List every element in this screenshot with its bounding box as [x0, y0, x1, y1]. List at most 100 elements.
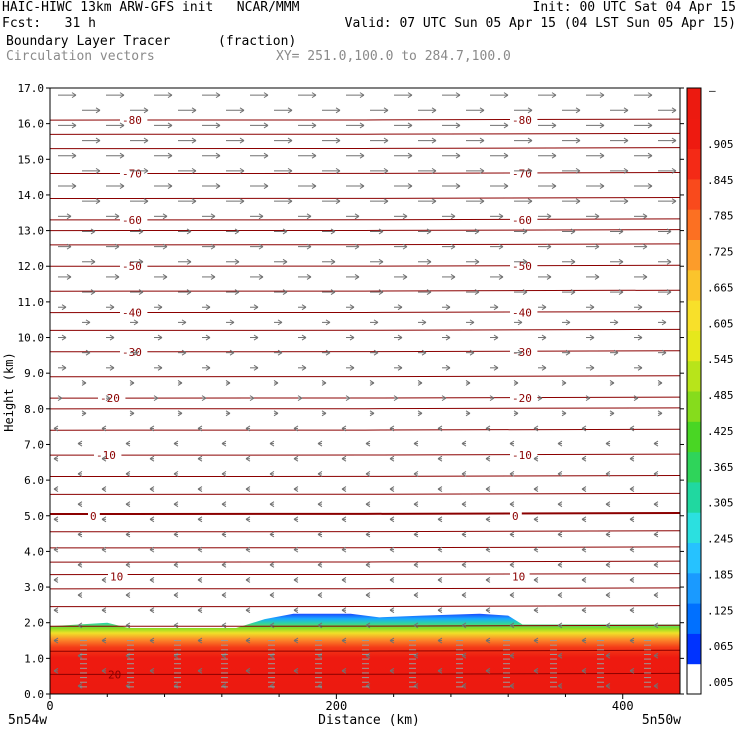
- vector-arrowhead: [162, 243, 168, 250]
- vector-arrowhead: [61, 334, 67, 341]
- vector-arrowhead: [66, 274, 72, 280]
- vector-arrowhead: [311, 152, 317, 159]
- contour-label-background: [120, 213, 148, 226]
- vector-arrowhead: [437, 667, 443, 674]
- vector-arrowhead: [311, 183, 317, 189]
- y-tick-label: 2.0: [24, 617, 44, 630]
- vector-arrowhead: [341, 486, 347, 492]
- contour-label: -50: [122, 260, 142, 273]
- vector-arrowhead: [647, 92, 653, 99]
- vector-arrowhead: [119, 122, 125, 129]
- vector-arrowhead: [653, 531, 659, 538]
- vector-arrowhead: [269, 622, 275, 629]
- vector-arrowhead: [105, 395, 111, 402]
- vector-arrowhead: [565, 349, 571, 356]
- vector-arrowhead: [629, 607, 635, 614]
- vector-arrowhead: [186, 289, 192, 296]
- vector-arrowhead: [341, 637, 347, 644]
- colorbar-swatch: [687, 633, 701, 665]
- vector-arrowhead: [445, 334, 451, 341]
- vector-arrowhead: [533, 667, 539, 674]
- vector-arrowhead: [575, 167, 581, 174]
- contour-label-background: [510, 449, 538, 462]
- vector-arrowhead: [537, 395, 543, 402]
- y-tick-label: 11.0: [18, 296, 45, 309]
- vector-arrowhead: [221, 501, 227, 508]
- contour-label: -80: [122, 114, 142, 127]
- vector-arrowhead: [461, 622, 467, 629]
- colorbar-swatch: [687, 300, 701, 331]
- vector-arrowhead: [287, 198, 293, 205]
- vector-arrowhead: [225, 410, 231, 417]
- colorbar-label: .545: [707, 353, 734, 366]
- temperature-contour-line: [49, 375, 681, 378]
- vector-arrowhead: [269, 440, 275, 447]
- vector-arrowhead: [109, 304, 115, 311]
- vector-arrowhead: [637, 364, 643, 371]
- vector-arrowhead: [605, 561, 611, 568]
- vector-arrowhead: [407, 122, 413, 129]
- vector-arrowhead: [269, 531, 275, 538]
- vector-arrowhead: [599, 92, 605, 99]
- vector-arrowhead: [503, 183, 509, 189]
- vector-arrowhead: [445, 304, 451, 311]
- vector-arrowhead: [503, 92, 509, 99]
- vector-arrowhead: [417, 410, 423, 417]
- contour-label: -70: [122, 168, 142, 181]
- vector-arrowhead: [437, 455, 443, 462]
- vector-arrowhead: [498, 243, 504, 250]
- vector-arrowhead: [125, 561, 131, 568]
- vector-arrowhead: [133, 349, 139, 356]
- vector-arrowhead: [509, 683, 515, 689]
- colorbar-label: .905: [707, 138, 734, 151]
- vector-arrowhead: [177, 410, 183, 417]
- vector-arrowhead: [258, 274, 264, 280]
- vector-arrowhead: [373, 349, 379, 356]
- colorbar-label: .605: [707, 317, 734, 330]
- vector-arrowhead: [149, 486, 155, 492]
- vector-arrowhead: [143, 167, 149, 174]
- vector-arrowhead: [205, 364, 211, 371]
- vector-arrowhead: [119, 183, 125, 189]
- vector-arrowhead: [503, 152, 509, 159]
- vector-arrowhead: [210, 274, 216, 280]
- vector-arrowhead: [657, 380, 663, 386]
- vector-arrowhead: [378, 228, 384, 235]
- vector-arrowhead: [197, 455, 203, 462]
- colorbar-label: .425: [707, 425, 734, 438]
- vector-arrowhead: [551, 183, 557, 189]
- vector-arrowhead: [557, 440, 563, 447]
- vector-arrowhead: [325, 319, 331, 326]
- vector-arrowhead: [461, 592, 467, 599]
- vector-arrowhead: [557, 531, 563, 538]
- vector-arrowhead: [383, 137, 389, 144]
- vector-arrowhead: [527, 167, 533, 174]
- temperature-contour-line: [49, 530, 681, 533]
- contour-label-background: [510, 260, 538, 273]
- colorbar-swatch: [687, 178, 701, 210]
- vector-arrowhead: [71, 183, 77, 189]
- vector-arrowhead: [201, 395, 207, 402]
- vector-arrowhead: [101, 546, 107, 553]
- temperature-contour-line: [49, 407, 681, 410]
- vector-arrowhead: [455, 92, 461, 99]
- vector-arrowhead: [661, 349, 667, 356]
- vector-arrowhead: [109, 364, 115, 371]
- vector-arrowhead: [522, 228, 528, 235]
- vector-arrowhead: [365, 501, 371, 508]
- colorbar-swatch: [687, 360, 701, 392]
- vector-arrowhead: [245, 577, 251, 583]
- vector-arrowhead: [485, 516, 491, 523]
- vector-arrowhead: [234, 228, 240, 235]
- vector-arrowhead: [149, 577, 155, 583]
- vector-arrowhead: [389, 516, 395, 523]
- vector-arrowhead: [465, 380, 471, 386]
- vector-arrowhead: [613, 319, 619, 326]
- header-init-time: Init: 00 UTC Sat 04 Apr 15: [532, 0, 737, 15]
- y-tick-label: 0.0: [24, 688, 44, 701]
- vector-arrowhead: [177, 380, 183, 386]
- vector-arrowhead: [407, 152, 413, 159]
- vector-arrowhead: [557, 592, 563, 599]
- vector-arrowhead: [413, 622, 419, 629]
- vector-arrowhead: [317, 622, 323, 629]
